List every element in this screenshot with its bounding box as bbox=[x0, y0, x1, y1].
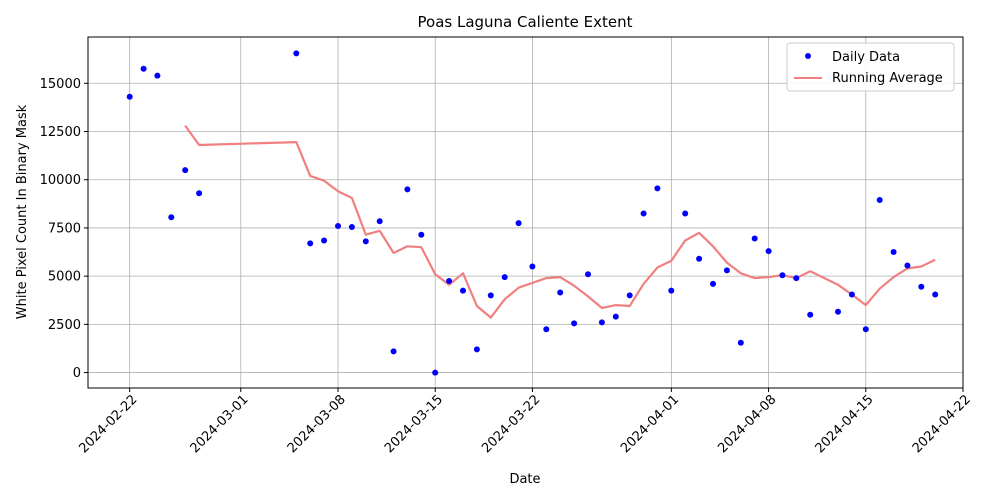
data-point-daily-data bbox=[321, 237, 328, 244]
y-tick-label: 15000 bbox=[40, 77, 81, 92]
data-point-daily-data bbox=[446, 278, 453, 284]
data-point-daily-data bbox=[737, 339, 744, 346]
y-tick-label: 2500 bbox=[48, 318, 81, 333]
legend-label-daily-data: Daily Data bbox=[832, 50, 900, 65]
data-point-daily-data bbox=[835, 308, 841, 315]
data-point-daily-data bbox=[585, 271, 591, 278]
x-axis-label: Date bbox=[509, 472, 540, 487]
data-point-daily-data bbox=[807, 311, 814, 318]
data-point-daily-data bbox=[515, 220, 522, 227]
data-point-daily-data bbox=[779, 272, 786, 279]
data-point-daily-data bbox=[904, 262, 911, 269]
data-point-daily-data bbox=[418, 231, 425, 238]
data-point-daily-data bbox=[543, 326, 550, 333]
data-point-daily-data bbox=[723, 267, 730, 274]
daily-data-layer bbox=[126, 50, 939, 376]
data-point-daily-data bbox=[668, 287, 675, 294]
data-point-daily-data bbox=[557, 289, 564, 296]
data-point-daily-data bbox=[876, 197, 883, 203]
data-point-daily-data bbox=[168, 214, 175, 221]
data-point-daily-data bbox=[362, 238, 369, 245]
data-point-daily-data bbox=[154, 72, 161, 79]
data-point-daily-data bbox=[932, 291, 939, 298]
data-point-daily-data bbox=[432, 369, 439, 376]
data-point-daily-data bbox=[751, 235, 758, 242]
plot-frame bbox=[87, 36, 964, 389]
data-point-daily-data bbox=[793, 275, 800, 282]
data-point-daily-data bbox=[487, 292, 494, 299]
data-point-daily-data bbox=[654, 185, 661, 192]
data-point-daily-data bbox=[182, 167, 189, 174]
data-point-daily-data bbox=[571, 320, 578, 327]
legend: Daily Data Running Average bbox=[786, 42, 955, 92]
data-point-daily-data bbox=[501, 274, 508, 281]
data-point-daily-data bbox=[404, 186, 411, 193]
data-point-daily-data bbox=[307, 240, 314, 247]
data-point-daily-data bbox=[140, 65, 147, 72]
data-point-daily-data bbox=[710, 280, 716, 287]
data-point-daily-data bbox=[390, 348, 397, 355]
y-tick-label: 12500 bbox=[40, 125, 81, 140]
data-point-daily-data bbox=[682, 210, 689, 217]
y-tick-label: 10000 bbox=[40, 173, 81, 188]
y-axis-label: White Pixel Count In Binary Mask bbox=[15, 104, 30, 319]
y-tick-label: 5000 bbox=[48, 270, 81, 285]
chart-title: Poas Laguna Caliente Extent bbox=[418, 13, 633, 31]
y-axis-ticks: 0 2500 5000 7500 10000 12500 15000 bbox=[40, 77, 88, 381]
running-average-layer bbox=[184, 125, 936, 319]
data-point-daily-data bbox=[598, 319, 605, 326]
data-point-daily-data bbox=[473, 346, 480, 353]
legend-box bbox=[786, 42, 955, 92]
data-point-daily-data bbox=[626, 292, 633, 299]
data-point-daily-data bbox=[918, 283, 925, 290]
series-line-running-average bbox=[184, 125, 936, 319]
y-tick-label: 7500 bbox=[48, 221, 81, 236]
legend-label-running-average: Running Average bbox=[832, 71, 943, 86]
data-point-daily-data bbox=[696, 255, 703, 262]
data-point-daily-data bbox=[890, 249, 897, 255]
data-point-daily-data bbox=[348, 224, 355, 230]
legend-marker-daily-data bbox=[805, 53, 811, 59]
y-tick-label: 0 bbox=[73, 366, 81, 381]
data-point-daily-data bbox=[335, 223, 341, 229]
data-point-daily-data bbox=[862, 326, 869, 333]
data-point-daily-data bbox=[460, 287, 466, 294]
data-point-daily-data bbox=[640, 210, 647, 217]
data-point-daily-data bbox=[765, 248, 772, 255]
data-point-daily-data bbox=[126, 93, 133, 100]
data-point-daily-data bbox=[196, 190, 203, 197]
data-point-daily-data bbox=[612, 313, 619, 320]
data-point-daily-data bbox=[529, 263, 536, 270]
data-point-daily-data bbox=[376, 218, 383, 225]
data-point-daily-data bbox=[848, 291, 855, 298]
data-point-daily-data bbox=[293, 50, 300, 57]
